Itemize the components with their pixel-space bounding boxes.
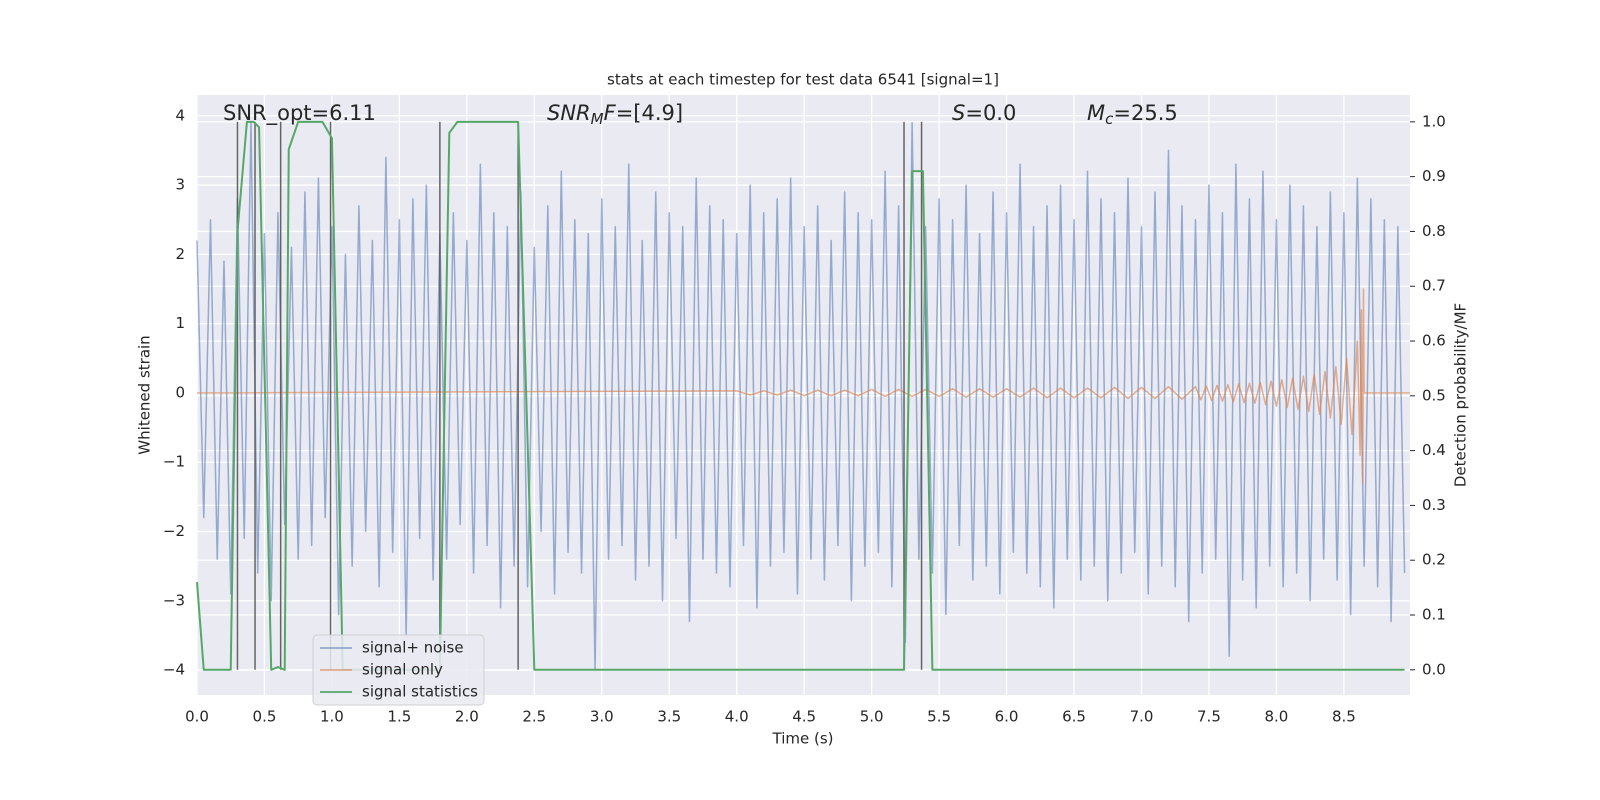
y-tick-label: 2 — [175, 245, 185, 263]
series-line — [196, 120, 1405, 671]
y2-tick-label: 0.5 — [1422, 386, 1446, 404]
x-tick-label: 1.0 — [320, 708, 344, 726]
x-tick-label: 7.0 — [1130, 708, 1154, 726]
x-tick-label: 0.0 — [185, 708, 209, 726]
x-tick-label: 2.0 — [455, 708, 479, 726]
x-tick-label: 0.5 — [253, 708, 277, 726]
y-tick-label: 1 — [175, 314, 185, 332]
y2-tick-label: 0.7 — [1422, 277, 1446, 295]
y-tick-label: −2 — [163, 522, 185, 540]
x-tick-label: 1.5 — [387, 708, 411, 726]
y-tick-label: 3 — [175, 176, 185, 194]
x-tick-label: 3.5 — [657, 708, 681, 726]
annotation: S=0.0 — [952, 101, 1016, 125]
annotation: SNR_opt=6.11 — [223, 101, 376, 126]
legend-box — [312, 634, 485, 706]
y2-tick-label: 0.9 — [1422, 167, 1446, 185]
y2-tick-label: 0.2 — [1422, 551, 1446, 569]
x-tick-label: 5.5 — [927, 708, 951, 726]
y2-axis-label: Detection probability/MF — [1452, 303, 1470, 487]
y-axis-label: Whitened strain — [136, 335, 154, 454]
legend-label: signal+ noise — [362, 639, 464, 657]
y-tick-label: −1 — [163, 453, 185, 471]
x-tick-label: 6.5 — [1062, 708, 1086, 726]
x-tick-label: 7.5 — [1197, 708, 1221, 726]
x-tick-label: 3.0 — [590, 708, 614, 726]
chart-title: stats at each timestep for test data 654… — [607, 71, 999, 89]
y2-tick-label: 0.6 — [1422, 332, 1446, 350]
x-tick-label: 6.0 — [995, 708, 1019, 726]
y-tick-label: −3 — [163, 591, 185, 609]
x-tick-label: 4.5 — [792, 708, 816, 726]
y-tick-label: 0 — [175, 383, 185, 401]
x-tick-label: 8.5 — [1332, 708, 1356, 726]
annotation: Mc=25.5 — [1087, 101, 1178, 128]
x-tick-label: 5.0 — [860, 708, 884, 726]
x-tick-label: 8.0 — [1264, 708, 1288, 726]
series-line — [196, 288, 1410, 484]
y2-tick-label: 0.0 — [1422, 660, 1446, 678]
annotation: SNRMF=[4.9] — [547, 101, 683, 128]
y-tick-label: 4 — [175, 106, 185, 124]
x-axis-label: Time (s) — [772, 730, 834, 748]
y-tick-label: −4 — [163, 661, 185, 679]
series-line — [196, 121, 1406, 671]
legend-label: signal only — [362, 661, 443, 679]
y2-tick-label: 0.1 — [1422, 606, 1446, 624]
y2-tick-label: 0.3 — [1422, 496, 1446, 514]
x-tick-label: 4.0 — [725, 708, 749, 726]
x-tick-label: 2.5 — [522, 708, 546, 726]
legend-label: signal statistics — [362, 683, 478, 701]
y2-tick-label: 1.0 — [1422, 112, 1446, 130]
y2-tick-label: 0.8 — [1422, 222, 1446, 240]
y2-tick-label: 0.4 — [1422, 441, 1446, 459]
